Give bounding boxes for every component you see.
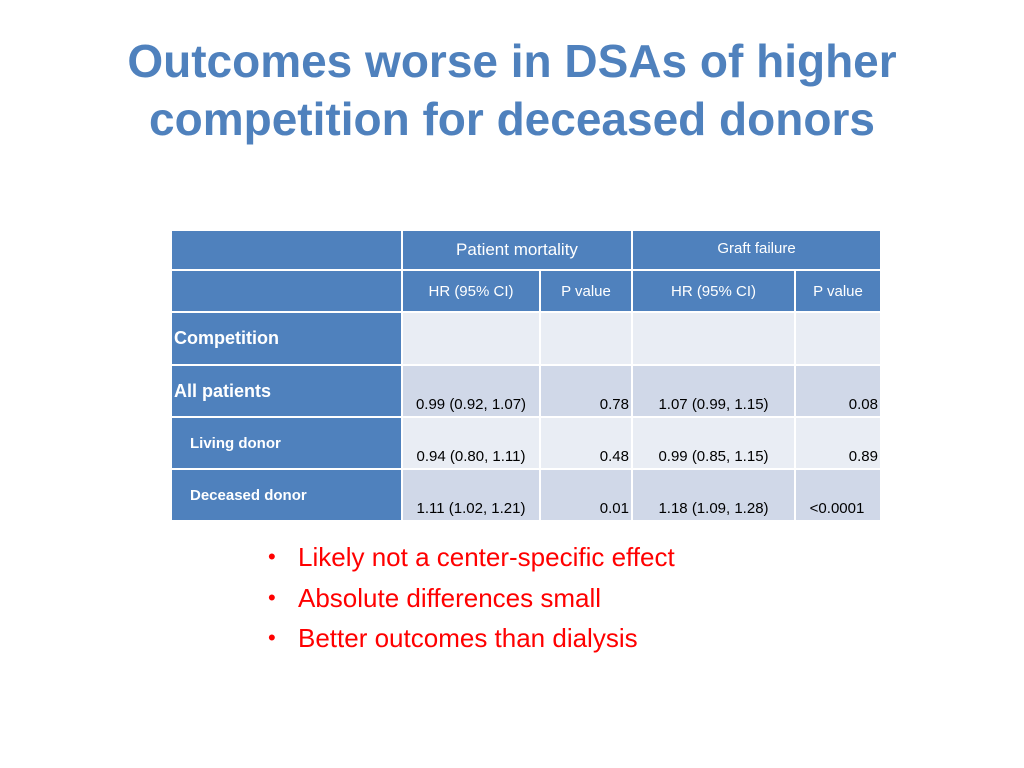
cell-pm-p: 0.78 — [541, 366, 631, 416]
slide-title: Outcomes worse in DSAs of higher competi… — [60, 32, 964, 148]
bullet-dot-icon: • — [268, 625, 276, 650]
bullet-text: Likely not a center-specific effect — [298, 542, 675, 572]
cell-gf-hr: 0.99 (0.85, 1.15) — [633, 418, 794, 468]
bullet-item: • Better outcomes than dialysis — [268, 618, 675, 659]
bullet-text: Absolute differences small — [298, 582, 602, 613]
table-corner-cell-2 — [172, 271, 401, 311]
empty-cell — [403, 313, 539, 364]
cell-gf-hr: 1.18 (1.09, 1.28) — [633, 470, 794, 520]
cell-gf-p: <0.0001 — [796, 470, 880, 520]
table-row: All patients 0.99 (0.92, 1.07) 0.78 1.07… — [172, 366, 880, 416]
bullet-dot-icon: • — [268, 584, 276, 610]
header-gf-hr: HR (95% CI) — [633, 271, 794, 311]
title-line-2: competition for deceased donors — [149, 93, 875, 145]
empty-cell — [633, 313, 794, 364]
header-pm-p: P value — [541, 271, 631, 311]
cell-gf-p: 0.89 — [796, 418, 880, 468]
bullet-list: • Likely not a center-specific effect • … — [268, 537, 675, 659]
header-gf-p: P value — [796, 271, 880, 311]
header-patient-mortality: Patient mortality — [403, 231, 631, 269]
table-row-competition: Competition — [172, 313, 880, 364]
results-table: Patient mortality Graft failure HR (95% … — [170, 229, 882, 522]
cell-gf-hr: 1.07 (0.99, 1.15) — [633, 366, 794, 416]
header-pm-hr: HR (95% CI) — [403, 271, 539, 311]
table-corner-cell — [172, 231, 401, 269]
bullet-dot-icon: • — [268, 544, 276, 569]
empty-cell — [796, 313, 880, 364]
cell-pm-hr: 1.11 (1.02, 1.21) — [403, 470, 539, 520]
row-label-deceased-donor: Deceased donor — [172, 470, 401, 520]
table-header-row-groups: Patient mortality Graft failure — [172, 231, 880, 269]
cell-pm-hr: 0.99 (0.92, 1.07) — [403, 366, 539, 416]
row-label-living-donor: Living donor — [172, 418, 401, 468]
title-line-1: Outcomes worse in DSAs of higher — [127, 35, 897, 87]
table-row: Deceased donor 1.11 (1.02, 1.21) 0.01 1.… — [172, 470, 880, 520]
cell-pm-hr: 0.94 (0.80, 1.11) — [403, 418, 539, 468]
bullet-item: • Likely not a center-specific effect — [268, 537, 675, 578]
table-row: Living donor 0.94 (0.80, 1.11) 0.48 0.99… — [172, 418, 880, 468]
cell-pm-p: 0.48 — [541, 418, 631, 468]
bullet-item: • Absolute differences small — [268, 578, 675, 619]
cell-gf-p: 0.08 — [796, 366, 880, 416]
table-header-row-columns: HR (95% CI) P value HR (95% CI) P value — [172, 271, 880, 311]
row-label-competition: Competition — [172, 313, 401, 364]
cell-pm-p: 0.01 — [541, 470, 631, 520]
bullet-text: Better outcomes than dialysis — [298, 623, 638, 653]
empty-cell — [541, 313, 631, 364]
row-label-all-patients: All patients — [172, 366, 401, 416]
header-graft-failure: Graft failure — [633, 231, 880, 269]
